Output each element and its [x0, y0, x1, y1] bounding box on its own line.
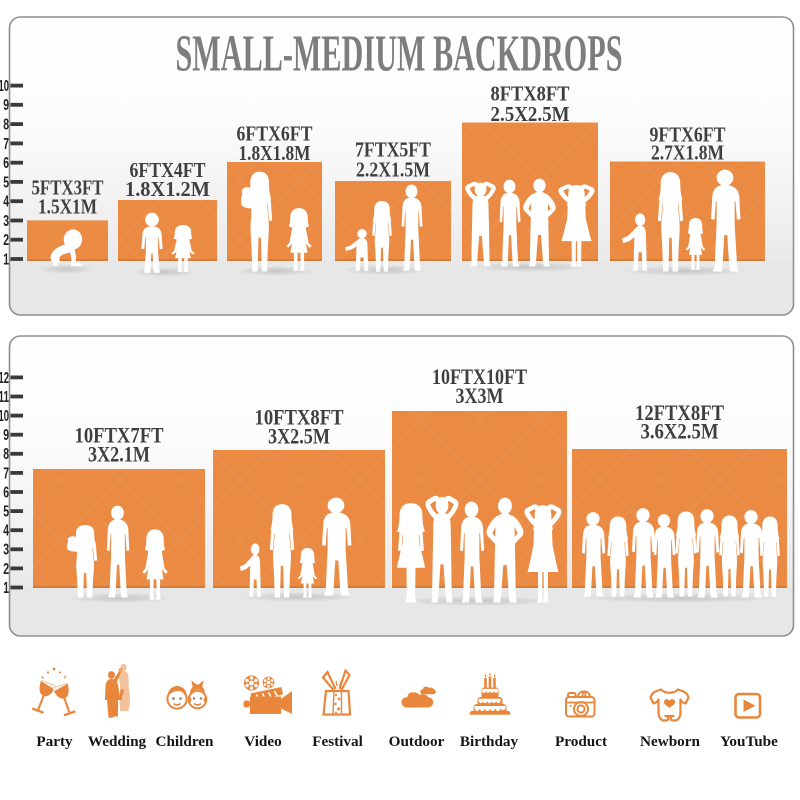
svg-text:5FTX3FT: 5FTX3FT [32, 175, 104, 199]
svg-text:Newborn: Newborn [640, 733, 700, 750]
svg-text:6: 6 [3, 155, 9, 172]
svg-text:1.8X1.2M: 1.8X1.2M [125, 177, 210, 201]
svg-text:4: 4 [3, 194, 9, 211]
svg-text:2.2X1.5M: 2.2X1.5M [356, 158, 430, 182]
svg-text:10: 10 [0, 78, 9, 95]
svg-text:Video: Video [244, 733, 282, 750]
svg-text:Wedding: Wedding [88, 733, 147, 750]
svg-text:9: 9 [3, 97, 9, 114]
svg-text:3X3M: 3X3M [456, 383, 504, 408]
svg-text:12FTX8FT: 12FTX8FT [635, 400, 724, 425]
svg-text:10FTX7FT: 10FTX7FT [75, 423, 164, 448]
svg-text:3: 3 [3, 542, 9, 559]
svg-text:8: 8 [3, 446, 9, 463]
svg-text:SMALL-MEDIUM BACKDROPS: SMALL-MEDIUM BACKDROPS [176, 26, 623, 83]
svg-text:Outdoor: Outdoor [389, 733, 445, 750]
svg-text:6FTX4FT: 6FTX4FT [130, 158, 206, 182]
svg-text:6FTX6FT: 6FTX6FT [237, 121, 313, 145]
svg-text:Party: Party [36, 733, 73, 750]
svg-text:1: 1 [3, 251, 9, 268]
svg-text:10: 10 [0, 408, 9, 425]
svg-text:7: 7 [3, 136, 9, 153]
svg-text:2.7X1.8M: 2.7X1.8M [651, 141, 724, 165]
svg-text:8: 8 [3, 117, 9, 134]
svg-text:2.5X2.5M: 2.5X2.5M [491, 102, 570, 126]
svg-text:12: 12 [0, 370, 9, 387]
svg-text:Children: Children [156, 733, 215, 750]
svg-text:10FTX8FT: 10FTX8FT [255, 405, 344, 430]
svg-text:Birthday: Birthday [460, 733, 519, 750]
svg-text:3: 3 [3, 213, 9, 230]
svg-text:6: 6 [3, 484, 9, 501]
svg-text:3X2.5M: 3X2.5M [268, 424, 330, 449]
svg-text:7: 7 [3, 465, 9, 482]
svg-text:9FTX6FT: 9FTX6FT [650, 123, 726, 147]
svg-text:2: 2 [3, 561, 9, 578]
svg-text:7FTX5FT: 7FTX5FT [355, 137, 431, 161]
svg-text:5: 5 [3, 504, 9, 521]
svg-text:10FTX10FT: 10FTX10FT [432, 364, 527, 389]
svg-text:5: 5 [3, 174, 9, 191]
svg-text:1.5X1M: 1.5X1M [38, 195, 97, 219]
svg-text:Product: Product [555, 733, 607, 750]
svg-text:1.8X1.8M: 1.8X1.8M [239, 141, 311, 165]
svg-text:3X2.1M: 3X2.1M [88, 442, 150, 467]
svg-text:8FTX8FT: 8FTX8FT [491, 82, 570, 106]
svg-text:2: 2 [3, 232, 9, 249]
svg-text:YouTube: YouTube [720, 733, 778, 750]
svg-text:Festival: Festival [312, 733, 363, 750]
svg-text:1: 1 [3, 580, 9, 597]
svg-text:11: 11 [0, 389, 9, 406]
svg-text:3.6X2.5M: 3.6X2.5M [641, 419, 719, 444]
svg-text:4: 4 [3, 523, 9, 540]
svg-text:9: 9 [3, 427, 9, 444]
